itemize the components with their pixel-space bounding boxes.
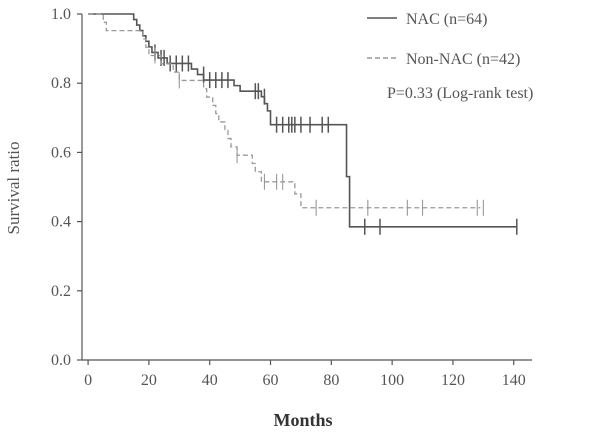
legend: NAC (n=64) Non-NAC (n=42)	[367, 11, 520, 68]
series-nac	[88, 13, 518, 235]
series-layer	[88, 13, 518, 235]
survival-curve-non-nac	[88, 13, 481, 209]
x-tick-label: 0	[84, 372, 92, 389]
survival-curve-nac	[88, 13, 517, 228]
legend-label-nac: NAC (n=64)	[406, 11, 487, 28]
y-axis-title: Survival ratio	[4, 141, 23, 234]
y-tick-label: 1.0	[51, 6, 71, 23]
x-ticks: 0 20 40 60 80 100 120 140	[84, 360, 526, 389]
x-tick-label: 60	[263, 372, 279, 389]
x-tick-label: 140	[502, 372, 526, 389]
y-ticks: 0.0 0.2 0.4 0.6 0.8 1.0	[51, 6, 82, 369]
y-tick-label: 0.0	[51, 352, 71, 369]
y-tick-label: 0.4	[51, 214, 71, 231]
legend-label-non-nac: Non-NAC (n=42)	[406, 51, 520, 68]
y-tick-label: 0.6	[51, 144, 71, 161]
axes: 0 20 40 60 80 100 120 140 0.0 0.2 0.4 0.6 0.8 1.0	[51, 6, 532, 389]
x-tick-label: 100	[380, 372, 404, 389]
x-tick-label: 80	[323, 372, 339, 389]
x-tick-label: 40	[202, 372, 218, 389]
y-tick-label: 0.2	[51, 283, 71, 300]
series-non-nac	[88, 13, 484, 216]
x-tick-label: 120	[441, 372, 465, 389]
x-tick-label: 20	[141, 372, 157, 389]
p-value-annotation: P=0.33 (Log-rank test)	[387, 85, 533, 102]
y-tick-label: 0.8	[51, 75, 71, 92]
x-axis-title: Months	[273, 410, 332, 430]
